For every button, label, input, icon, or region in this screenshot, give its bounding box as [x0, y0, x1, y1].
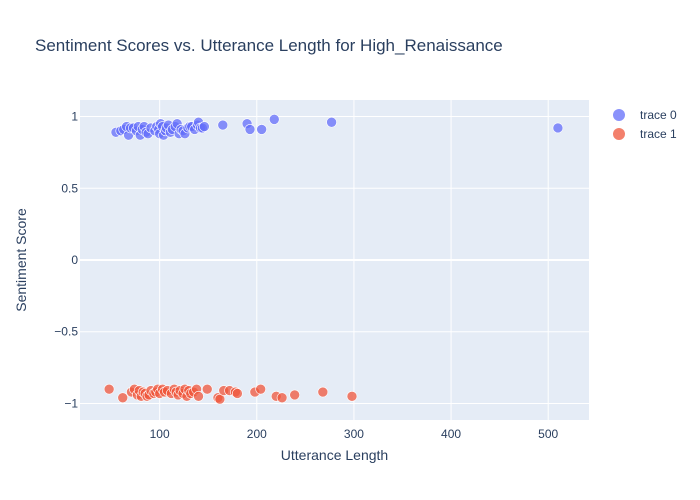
legend-marker-trace-0	[613, 109, 625, 121]
legend[interactable]: trace 0 trace 1	[613, 108, 677, 141]
y-tick-label: −0.5	[54, 325, 78, 339]
data-point-trace-0	[199, 121, 210, 132]
data-point-trace-0	[326, 116, 337, 128]
data-point-trace-1	[289, 389, 300, 401]
y-tick-label: 0	[71, 253, 78, 267]
data-point-trace-0	[268, 114, 280, 125]
x-tick-label: 500	[538, 427, 558, 441]
data-point-trace-0	[256, 124, 267, 135]
data-point-trace-1	[201, 383, 213, 395]
data-point-trace-1	[232, 388, 243, 399]
data-point-trace-1	[193, 391, 204, 402]
data-point-trace-1	[214, 393, 226, 405]
data-point-trace-1	[103, 383, 115, 395]
x-axis-title: Utterance Length	[281, 447, 388, 463]
legend-marker-trace-1	[613, 128, 625, 140]
data-point-trace-0	[552, 122, 564, 134]
data-point-trace-0	[217, 119, 229, 131]
data-point-trace-0	[244, 124, 256, 135]
legend-label-trace-1: trace 1	[640, 127, 677, 141]
data-point-trace-1	[346, 391, 358, 402]
data-point-trace-1	[276, 392, 288, 404]
y-tick-labels: 1 0.5 0 −0.5 −1	[54, 110, 78, 411]
chart-title: Sentiment Scores vs. Utterance Length fo…	[35, 36, 503, 55]
y-axis-title: Sentiment Score	[13, 208, 29, 312]
legend-item-trace-1[interactable]: trace 1	[613, 127, 677, 141]
y-tick-label: 1	[71, 110, 78, 124]
legend-item-trace-0[interactable]: trace 0	[613, 108, 677, 122]
x-tick-label: 400	[441, 427, 461, 441]
x-tick-label: 300	[344, 427, 364, 441]
data-point-trace-1	[317, 386, 329, 398]
data-point-trace-1	[255, 383, 266, 395]
x-tick-labels: 100 200 300 400 500	[150, 427, 559, 441]
x-tick-label: 100	[150, 427, 170, 441]
y-tick-label: 0.5	[61, 181, 78, 195]
y-tick-label: −1	[64, 396, 78, 410]
y-gridlines	[80, 116, 589, 404]
x-tick-label: 200	[247, 427, 267, 441]
legend-label-trace-0: trace 0	[640, 108, 677, 122]
data-point-trace-1	[117, 392, 129, 404]
data-points	[103, 114, 564, 405]
